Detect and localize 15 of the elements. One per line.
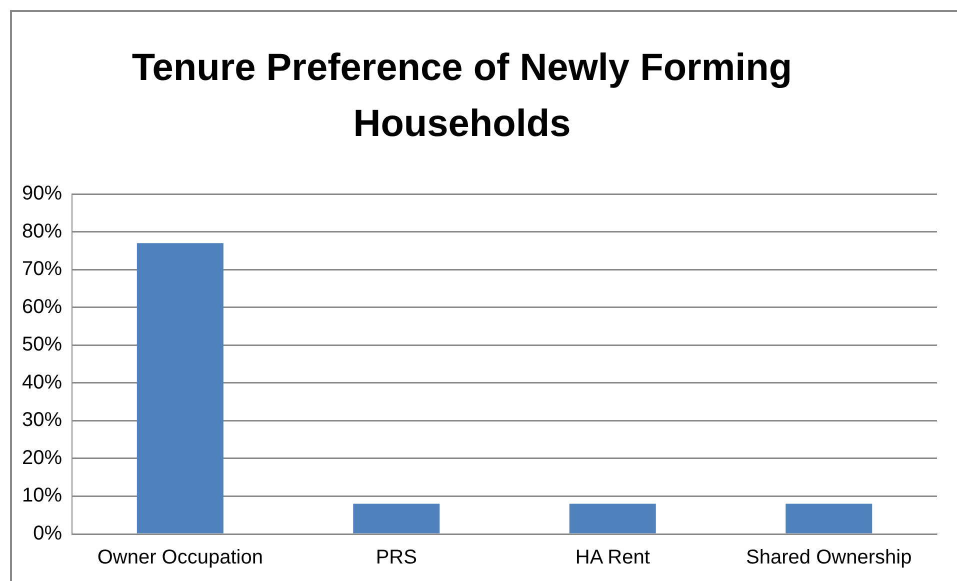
x-tick-label: Shared Ownership [746, 546, 912, 569]
y-tick-label: 90% [22, 182, 62, 205]
y-tick-label: 30% [22, 409, 62, 432]
y-tick-label: 70% [22, 258, 62, 280]
chart-title: Tenure Preference of Newly Forming Households [130, 46, 794, 147]
x-tick-label: PRS [376, 546, 417, 569]
y-tick-label: 60% [22, 296, 62, 318]
x-tick-label: Owner Occupation [97, 546, 263, 569]
y-tick-label: 40% [22, 371, 62, 394]
y-tick-label: 50% [22, 334, 62, 356]
y-tick-label: 10% [22, 484, 62, 507]
x-tick-label: HA Rent [575, 546, 650, 569]
y-tick-label: 0% [33, 522, 62, 545]
y-tick-label: 20% [22, 446, 62, 469]
y-tick-label: 80% [22, 220, 62, 242]
